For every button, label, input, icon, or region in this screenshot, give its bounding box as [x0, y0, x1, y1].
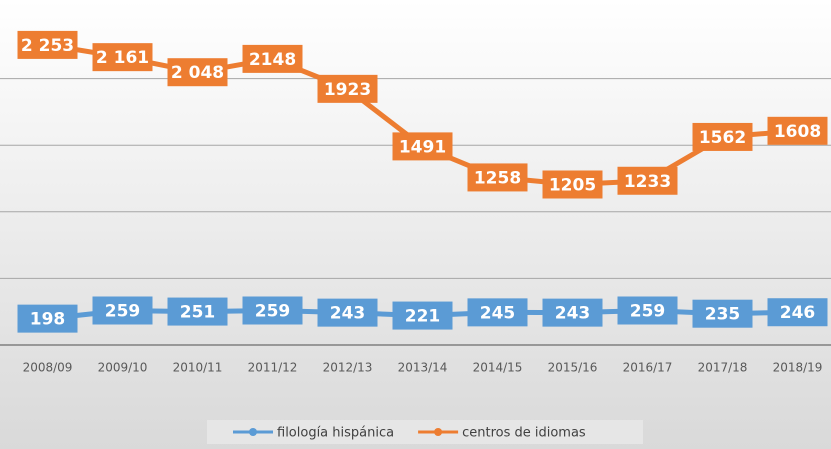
data-label: 243 [330, 304, 366, 324]
data-label: 259 [255, 302, 291, 322]
data-label: 2 048 [171, 63, 224, 83]
x-tick-label: 2013/14 [398, 361, 448, 375]
x-tick-label: 2012/13 [323, 361, 373, 375]
data-label: 1608 [774, 122, 821, 142]
data-label-box [542, 170, 603, 199]
data-label-box [767, 298, 828, 327]
data-label-box [167, 58, 228, 87]
data-label: 1233 [624, 172, 671, 192]
data-label: 2 253 [21, 36, 74, 56]
data-label-box [242, 296, 303, 325]
data-label-box [167, 297, 228, 326]
x-tick-label: 2008/09 [23, 361, 73, 375]
legend-marker [434, 428, 443, 436]
x-tick-label: 2018/19 [773, 361, 823, 375]
data-label: 198 [30, 310, 66, 330]
x-tick-label: 2009/10 [98, 361, 148, 375]
x-tick-label: 2010/11 [173, 361, 223, 375]
data-label-box [317, 74, 378, 103]
data-label-box [392, 301, 453, 330]
data-label-box [92, 296, 153, 325]
data-label-box [392, 132, 453, 161]
data-label: 1923 [324, 80, 371, 100]
data-label-box [542, 298, 603, 327]
x-tick-label: 2014/15 [473, 361, 523, 375]
data-label-box [92, 43, 153, 72]
data-label-box [17, 30, 78, 59]
data-label: 1258 [474, 168, 521, 188]
data-label-box [317, 298, 378, 327]
data-label-box [617, 166, 678, 195]
legend-marker [249, 428, 257, 436]
data-label: 251 [180, 303, 216, 323]
data-label: 235 [705, 305, 741, 325]
data-label-box [467, 298, 528, 327]
data-label-box [692, 299, 753, 328]
x-tick-label: 2017/18 [698, 361, 748, 375]
data-label: 1205 [549, 175, 596, 195]
data-label-box [692, 122, 753, 151]
x-tick-label: 2016/17 [623, 361, 673, 375]
data-label: 246 [780, 303, 816, 323]
data-label: 2148 [249, 50, 296, 70]
data-label-box [617, 296, 678, 325]
legend-label: centros de idiomas [462, 426, 586, 441]
data-label-box [242, 44, 303, 73]
data-label: 1562 [699, 128, 746, 148]
x-tick-label: 2015/16 [548, 361, 598, 375]
data-label-box [767, 116, 828, 145]
data-label: 243 [555, 304, 591, 324]
data-label-box [467, 163, 528, 192]
data-label: 221 [405, 307, 441, 327]
data-label-box [17, 304, 78, 333]
data-label: 1491 [399, 137, 446, 157]
data-label: 259 [105, 302, 141, 322]
x-tick-label: 2011/12 [248, 361, 298, 375]
data-label: 245 [480, 303, 516, 323]
data-label: 259 [630, 302, 666, 322]
data-label: 2 161 [96, 48, 149, 68]
legend-label: filología hispánica [277, 426, 394, 441]
